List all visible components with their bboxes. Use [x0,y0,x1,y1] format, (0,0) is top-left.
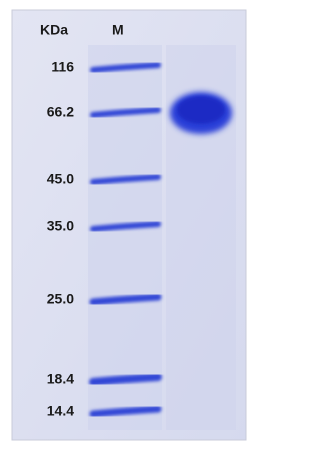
marker-label: 25.0 [47,291,74,307]
lane-label: M [112,22,124,38]
marker-label: 18.4 [47,371,74,387]
marker-label: 66.2 [47,104,74,120]
unit-label: KDa [40,22,68,38]
marker-label: 35.0 [47,218,74,234]
gel-figure: KDa M 116 66.2 45.0 35.0 25.0 18.4 14.4 [0,0,254,452]
marker-label: 14.4 [47,403,74,419]
sample-band-core [177,96,225,124]
marker-label: 45.0 [47,171,74,187]
marker-band [93,377,158,382]
marker-lane [88,45,162,430]
page: KDa M 11666.245.035.025.018.414.4 (() =>… [0,0,320,452]
marker-label: 116 [51,59,74,75]
